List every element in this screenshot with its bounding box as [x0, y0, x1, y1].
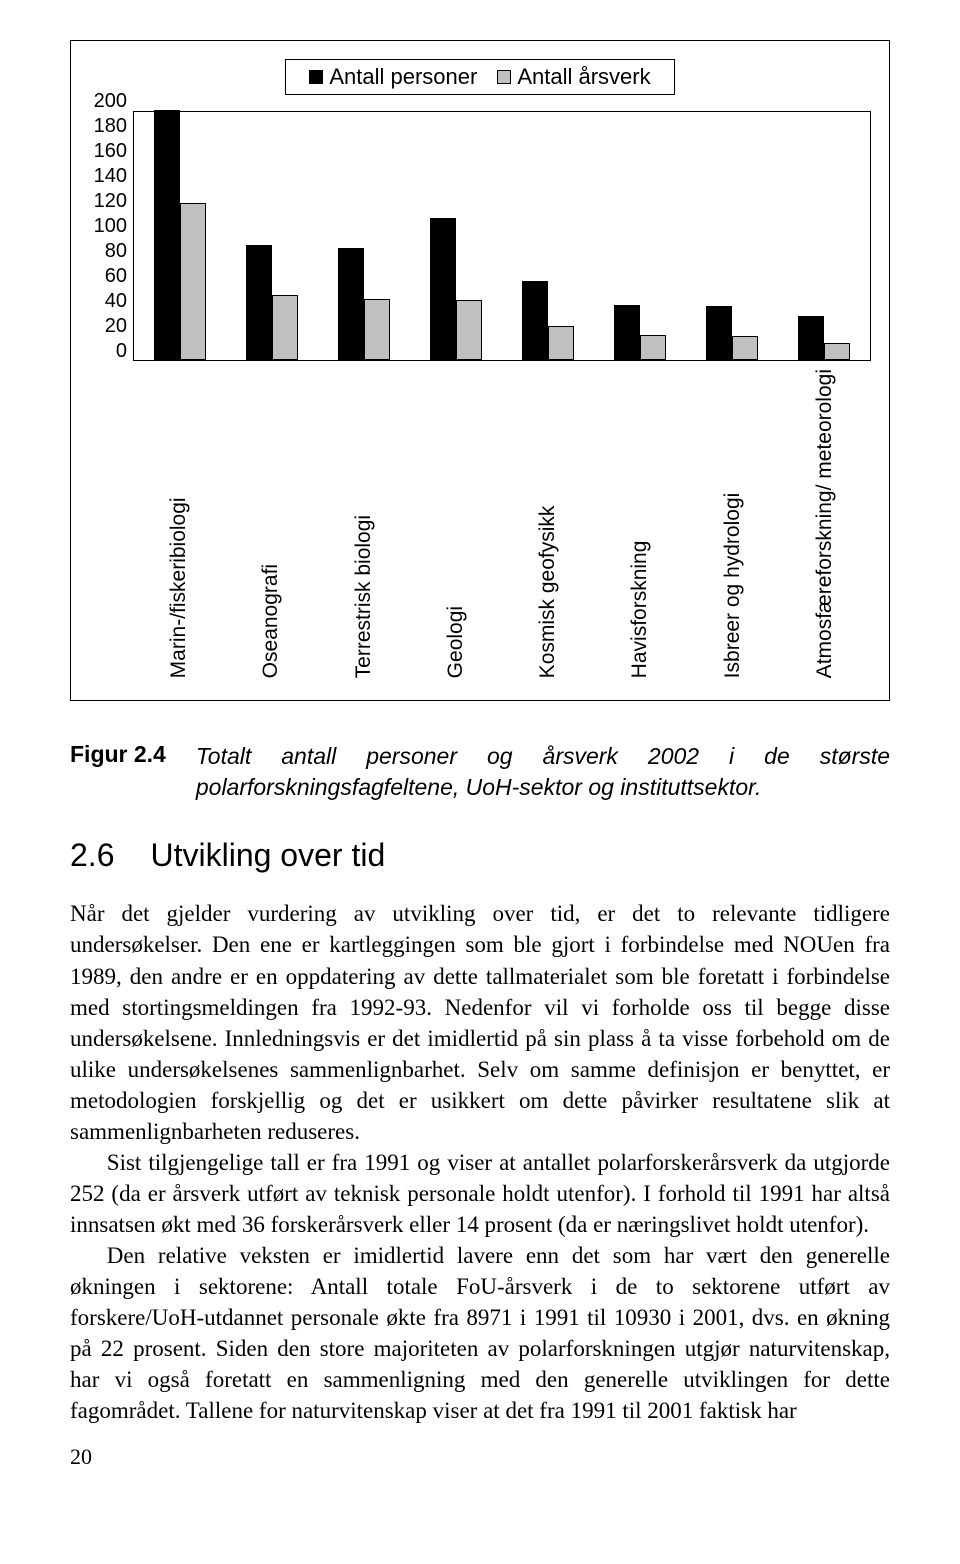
plot-area — [133, 111, 871, 361]
x-label: Terrestrisk biologi — [318, 361, 410, 678]
paragraph: Når det gjelder vurdering av utvikling o… — [70, 898, 890, 1146]
figure-text: Totalt antall personer og årsverk 2002 i… — [196, 741, 890, 803]
legend-swatch-personer — [309, 70, 323, 84]
x-label: Havisforskning — [594, 361, 686, 678]
bar-group — [778, 112, 870, 360]
section-number: 2.6 — [70, 837, 114, 874]
bar-arsverk — [456, 300, 482, 360]
bar-group — [686, 112, 778, 360]
bar-arsverk — [640, 335, 666, 360]
bar-chart: Antall personer Antall årsverk 200180160… — [70, 40, 890, 701]
x-label: Marin-/fiskeribiologi — [133, 361, 225, 678]
bar-personer — [522, 281, 548, 360]
section-heading: 2.6 Utvikling over tid — [70, 837, 890, 874]
legend-label: Antall personer — [329, 64, 477, 90]
bar-arsverk — [548, 326, 574, 360]
bar-group — [502, 112, 594, 360]
bar-group — [134, 112, 226, 360]
x-label: Isbreer og hydrologi — [687, 361, 779, 678]
bar-arsverk — [364, 299, 390, 360]
legend-item: Antall årsverk — [497, 64, 650, 90]
chart-legend: Antall personer Antall årsverk — [285, 59, 675, 95]
bar-group — [594, 112, 686, 360]
bar-personer — [338, 248, 364, 361]
bar-personer — [154, 110, 180, 360]
bar-arsverk — [732, 336, 758, 360]
x-label: Geologi — [410, 361, 502, 678]
bar-personer — [798, 316, 824, 360]
figure-caption: Figur 2.4 Totalt antall personer og årsv… — [70, 741, 890, 803]
section-title: Utvikling over tid — [150, 837, 385, 874]
figure-label: Figur 2.4 — [70, 741, 166, 803]
x-label: Oseanografi — [225, 361, 317, 678]
legend-swatch-arsverk — [497, 70, 511, 84]
x-label: Atmosfæreforskning/ meteorologi — [779, 361, 871, 678]
bar-personer — [246, 245, 272, 360]
bar-arsverk — [272, 295, 298, 360]
body-text: Når det gjelder vurdering av utvikling o… — [70, 898, 890, 1426]
page-number: 20 — [70, 1444, 890, 1470]
bar-personer — [706, 306, 732, 360]
bar-arsverk — [824, 343, 850, 361]
x-label: Kosmisk geofysikk — [502, 361, 594, 678]
bar-personer — [430, 218, 456, 361]
paragraph: Sist tilgjengelige tall er fra 1991 og v… — [70, 1147, 890, 1240]
bar-group — [318, 112, 410, 360]
paragraph: Den relative veksten er imidlertid laver… — [70, 1240, 890, 1426]
bar-arsverk — [180, 203, 206, 361]
bar-group — [410, 112, 502, 360]
bar-personer — [614, 305, 640, 360]
y-axis: 200180160140120100806040200 — [89, 111, 133, 361]
bar-group — [226, 112, 318, 360]
x-axis-labels: Marin-/fiskeribiologiOseanografiTerrestr… — [133, 361, 871, 678]
legend-label: Antall årsverk — [517, 64, 650, 90]
legend-item: Antall personer — [309, 64, 477, 90]
